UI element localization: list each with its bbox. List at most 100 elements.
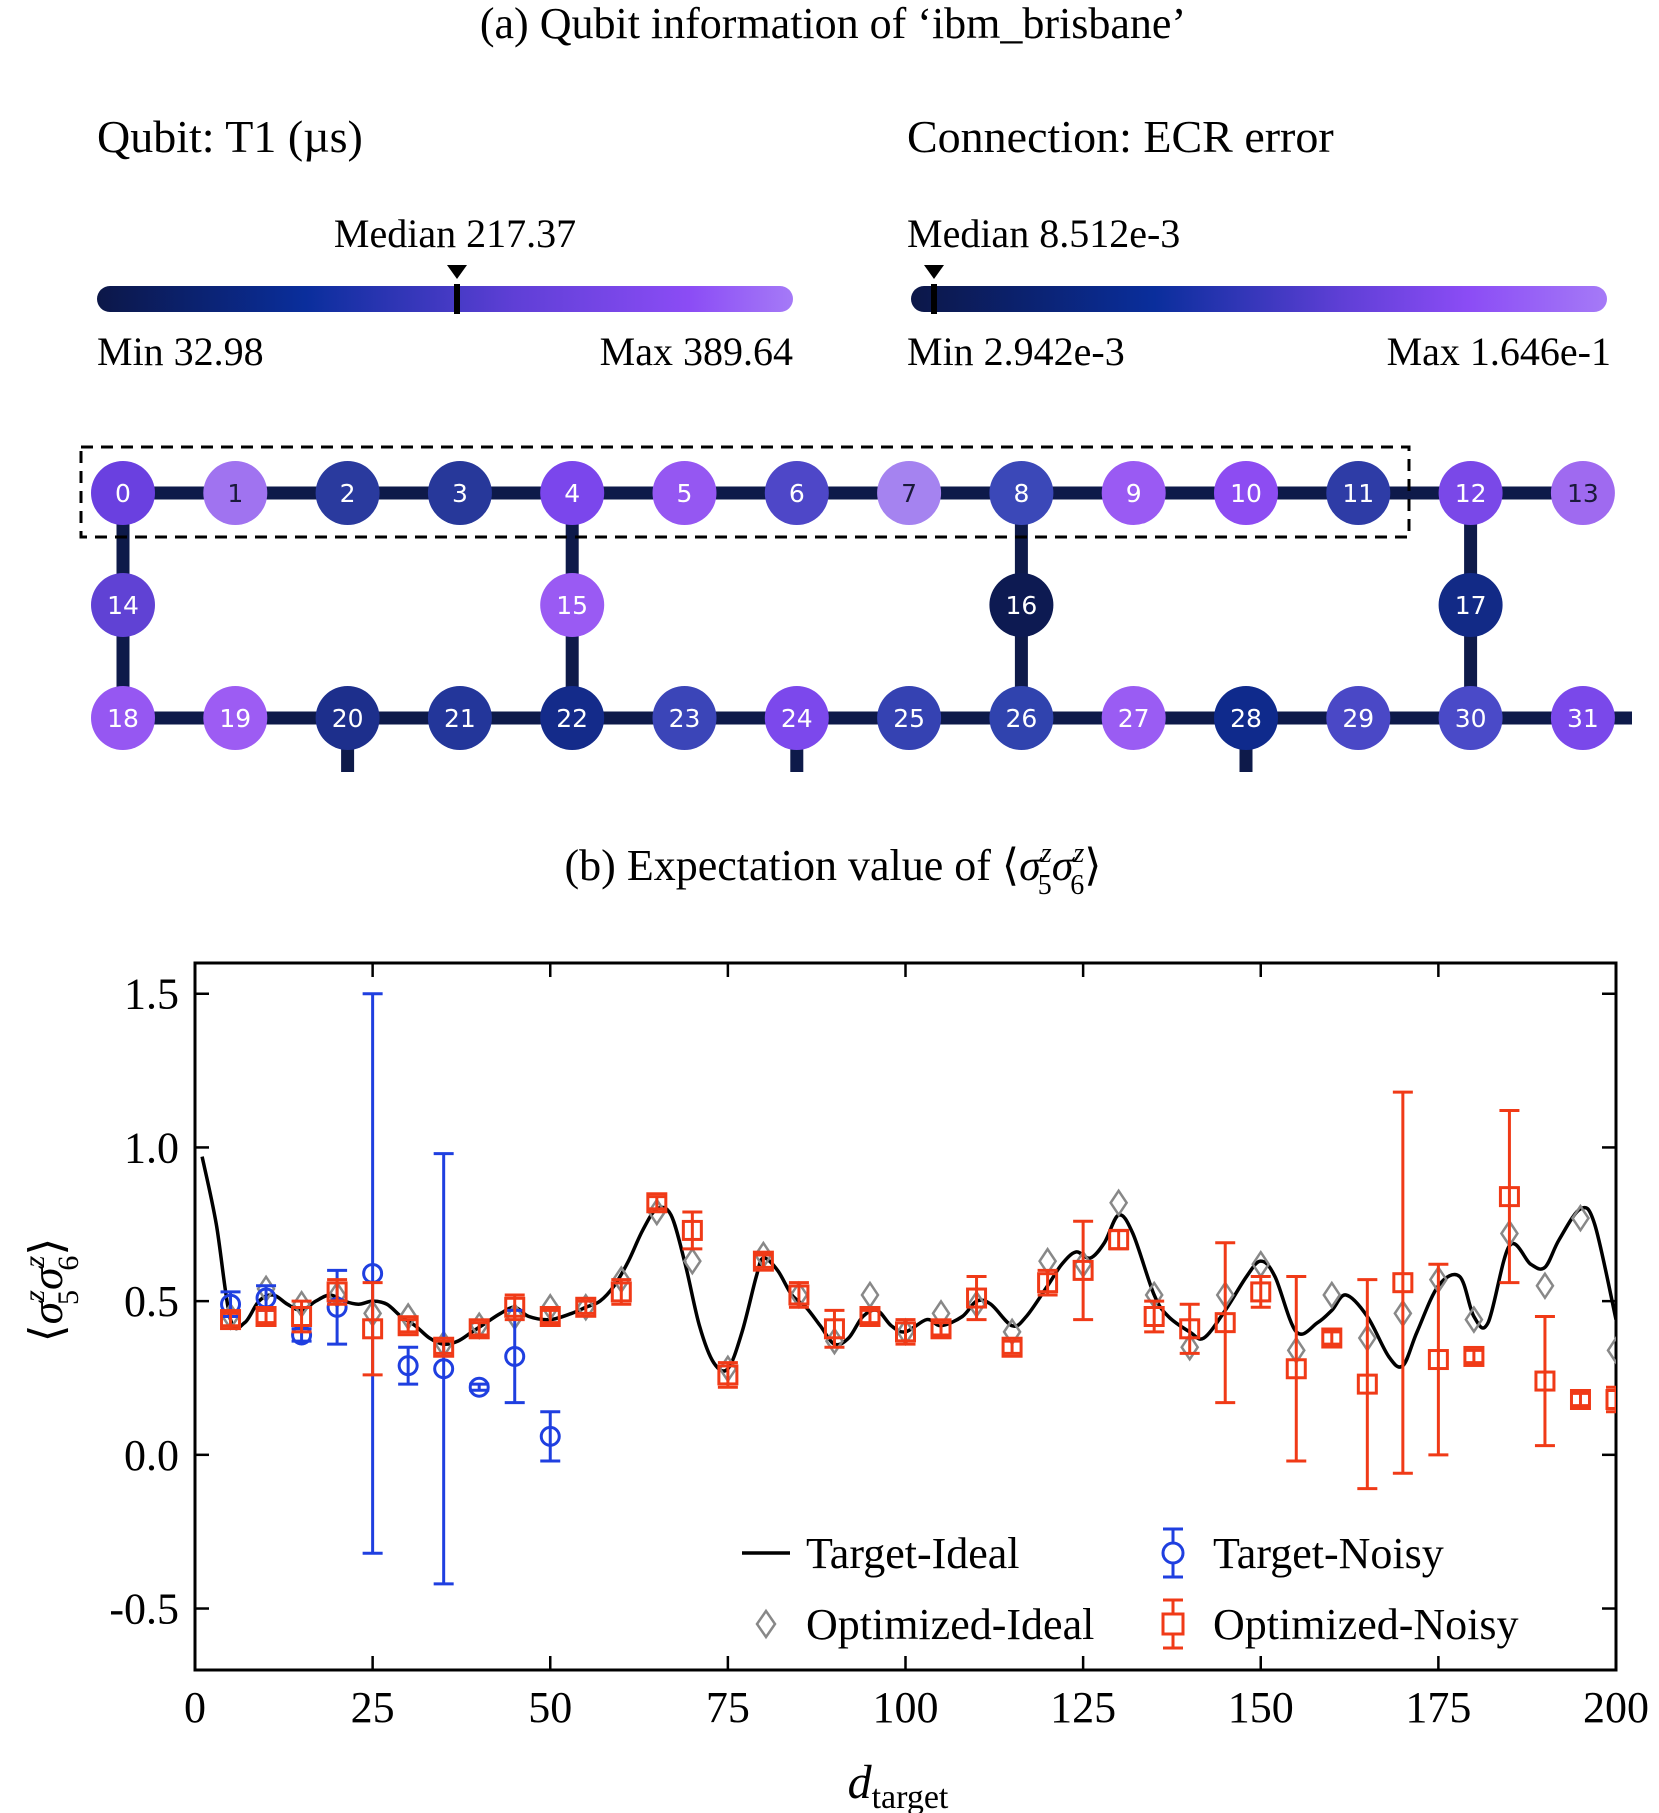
qubit-circle [203,461,268,525]
legend-label: Target-Ideal [806,1529,1020,1578]
x-tick-label: 150 [1228,1683,1294,1732]
qubit-node-8[interactable]: 8 [989,461,1054,525]
qubit-node-0[interactable]: 0 [91,461,155,525]
qubit-node-15[interactable]: 15 [540,573,605,637]
y-tick-label: 0.5 [124,1277,179,1326]
legend-swatch [1161,1541,1185,1565]
qubit-circle [764,461,829,525]
diamond-point [860,1280,880,1310]
qubit-node-26[interactable]: 26 [989,686,1054,750]
qubit-node-30[interactable]: 30 [1438,686,1503,750]
series-target-noisy [220,992,561,1586]
y-tick-label: 1.5 [124,970,179,1019]
square-point [1605,1388,1616,1410]
qubit-label: 28 [1230,704,1262,733]
qubit-node-17[interactable]: 17 [1438,573,1503,637]
square-point [291,1306,313,1327]
square-point [1356,1373,1378,1395]
qubit-circle [1438,686,1503,750]
qubit-label: 20 [332,704,364,733]
qubit-node-25[interactable]: 25 [877,686,942,750]
qubit-label: 22 [556,704,588,733]
qubit-circle [1550,686,1615,750]
legend-label: Optimized-Noisy [1213,1600,1519,1649]
qubit-node-20[interactable]: 20 [315,686,380,750]
qubit-node-7[interactable]: 7 [877,461,942,525]
qubit-label: 23 [669,704,701,733]
qubit-node-28[interactable]: 28 [1214,686,1278,750]
qubit-node-12[interactable]: 12 [1438,461,1503,525]
qubit-label: 2 [340,479,356,508]
qubit-node-9[interactable]: 9 [1101,461,1166,525]
qubit-node-16[interactable]: 16 [989,573,1054,637]
qubit-node-13[interactable]: 13 [1550,461,1615,525]
qubit-circle [540,573,605,637]
square-point [433,1336,455,1358]
qubit-circle [1101,686,1166,750]
qubit-node-6[interactable]: 6 [764,461,829,525]
x-tick-label: 50 [528,1683,572,1732]
plot-area [200,992,1616,1586]
square-point [255,1306,277,1327]
qubit-label: 15 [556,591,588,620]
diamond-point [682,1246,702,1276]
x-tick-label: 25 [351,1683,395,1732]
legend-item-optimized-ideal: Optimized-Ideal [755,1600,1094,1649]
square-point [1321,1327,1343,1349]
qubit-circle [91,573,155,637]
qubit-node-3[interactable]: 3 [427,461,492,525]
qubit-node-11[interactable]: 11 [1326,461,1391,525]
panel-b-title-sub5: 5 [1038,870,1052,901]
square-point [610,1281,632,1303]
ideal-curve [200,1156,1616,1373]
qubit-node-18[interactable]: 18 [91,686,155,750]
qubit-node-29[interactable]: 29 [1326,686,1391,750]
qubit-label: 5 [677,479,693,508]
qubit-label: 1 [227,479,243,508]
square-point [1285,1358,1307,1380]
qubit-node-19[interactable]: 19 [203,686,268,750]
qubit-label: 26 [1005,704,1037,733]
qubit-node-4[interactable]: 4 [540,461,605,525]
x-axis-label: dtarget [848,1756,949,1813]
qubit-node-23[interactable]: 23 [652,686,717,750]
qubit-circle [1438,461,1503,525]
legend-swatch [1161,1612,1185,1636]
qubit-node-2[interactable]: 2 [315,461,380,525]
qubit-circle [1326,686,1391,750]
qubit-node-1[interactable]: 1 [203,461,268,525]
qubit-label: 18 [107,704,139,733]
square-point [468,1318,490,1340]
qubit-node-14[interactable]: 14 [91,573,155,637]
qubit-label: 10 [1230,479,1262,508]
diamond-point [1464,1305,1484,1334]
qubit-circle [1326,461,1391,525]
expectation-chart: 0 25 50 75 100 125 150 175 200 1.5 1.0 0.5 0.0 -0.5 Ta… [109,961,1649,1732]
legend-item-target-noisy: Target-Noisy [1161,1527,1444,1579]
square-point [504,1296,526,1318]
legend-item-target-ideal: Target-Ideal [742,1529,1020,1578]
diamond-point [1606,1336,1616,1365]
square-point [717,1364,739,1386]
qubit-node-31[interactable]: 31 [1550,686,1615,750]
legend-label: Target-Noisy [1213,1529,1444,1578]
legend-item-optimized-noisy: Optimized-Noisy [1161,1598,1519,1650]
qubit-node-24[interactable]: 24 [764,686,829,750]
qubit-node-10[interactable]: 10 [1214,461,1278,525]
circle-point [539,1425,561,1447]
qubit-t1-legend: Qubit: T1 (µs) Median 217.37 Min 32.98 M… [97,111,793,374]
qubit-node-21[interactable]: 21 [427,686,492,750]
panel-b-title-sup6: z [1072,838,1084,869]
qubit-node-5[interactable]: 5 [652,461,717,525]
square-point [823,1318,845,1340]
qubit-node-22[interactable]: 22 [540,686,605,750]
qubit-label: 14 [107,591,139,620]
panel-b-title: (b) Expectation value of ⟨σz 5σz 6⟩ [565,838,1102,901]
qubit-circle [1438,573,1503,637]
qubit-label: 17 [1455,591,1487,620]
x-label-sub: target [872,1779,949,1813]
qubit-circle [427,461,492,525]
qubit-node-27[interactable]: 27 [1101,686,1166,750]
qubit-label: 0 [115,479,131,508]
